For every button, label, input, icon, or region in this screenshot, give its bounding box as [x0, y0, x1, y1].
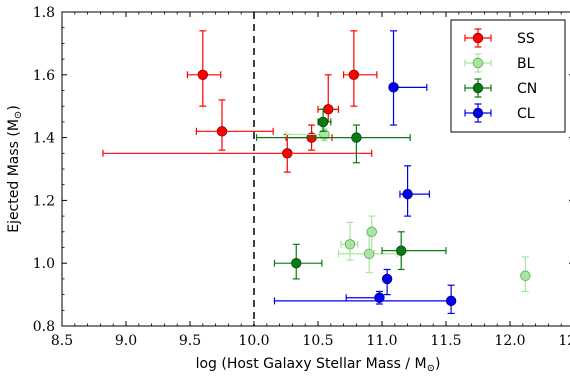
data-point-bl — [364, 248, 375, 259]
data-point-cl — [381, 273, 393, 285]
x-tick-label: 12.0 — [494, 333, 525, 349]
legend: SS BL CN CL — [450, 19, 566, 133]
legend-box — [450, 19, 566, 133]
x-tick-label: 11.0 — [366, 333, 397, 349]
legend-marker-cl — [472, 107, 484, 119]
legend-label-bl: BL — [517, 56, 535, 72]
data-point-ss — [197, 69, 209, 81]
y-tick-label: 1.8 — [33, 5, 55, 21]
legend-label-cn: CN — [517, 81, 537, 97]
y-axis-title: Ejected Mass (M⊙) — [6, 105, 24, 233]
x-tick-label: 12.5 — [558, 333, 570, 349]
x-tick-label: 10.0 — [238, 333, 269, 349]
x-tick-label: 9.0 — [115, 333, 137, 349]
y-tick-label: 1.4 — [33, 131, 55, 147]
legend-marker-bl — [472, 57, 484, 69]
x-axis-title: log (Host Galaxy Stellar Mass / M⊙) — [196, 356, 441, 374]
series-cn — [255, 108, 447, 280]
y-tick-label: 1.0 — [33, 256, 55, 272]
x-tick-label: 9.5 — [179, 333, 201, 349]
y-tick-label: 1.6 — [33, 68, 55, 84]
x-tick-label: 8.5 — [51, 333, 73, 349]
data-point-cn — [351, 132, 362, 143]
data-point-cn — [291, 258, 302, 269]
data-point-ss — [216, 126, 228, 137]
data-point-bl — [366, 226, 377, 238]
legend-marker-ss — [472, 32, 484, 44]
data-point-bl — [319, 129, 330, 140]
series-bl — [285, 127, 531, 293]
series-ss — [102, 30, 378, 173]
data-point-cn — [396, 245, 407, 256]
legend-marker-cn — [472, 82, 484, 94]
legend-label-ss: SS — [517, 31, 535, 47]
y-tick-label: 1.2 — [33, 193, 55, 209]
data-point-bl — [520, 270, 531, 281]
data-point-cn — [317, 116, 329, 128]
data-point-cl — [445, 295, 457, 307]
series-cl — [273, 30, 457, 315]
data-point-cl — [402, 188, 413, 200]
plot-area — [102, 12, 531, 326]
data-point-cl — [388, 82, 399, 93]
axis-ticks: 8.5 9.0 9.5 10.0 10.5 11.0 11.5 12.0 12.5 0.8 1.0 1… — [33, 5, 570, 349]
data-point-ss — [282, 148, 293, 159]
y-tick-label: 0.8 — [33, 319, 55, 335]
data-point-bl — [344, 239, 356, 250]
x-tick-label: 11.5 — [430, 333, 461, 349]
x-tick-label: 10.5 — [302, 333, 333, 349]
legend-label-cl: CL — [517, 106, 535, 122]
data-point-cl — [374, 292, 385, 303]
data-point-ss — [348, 69, 360, 81]
